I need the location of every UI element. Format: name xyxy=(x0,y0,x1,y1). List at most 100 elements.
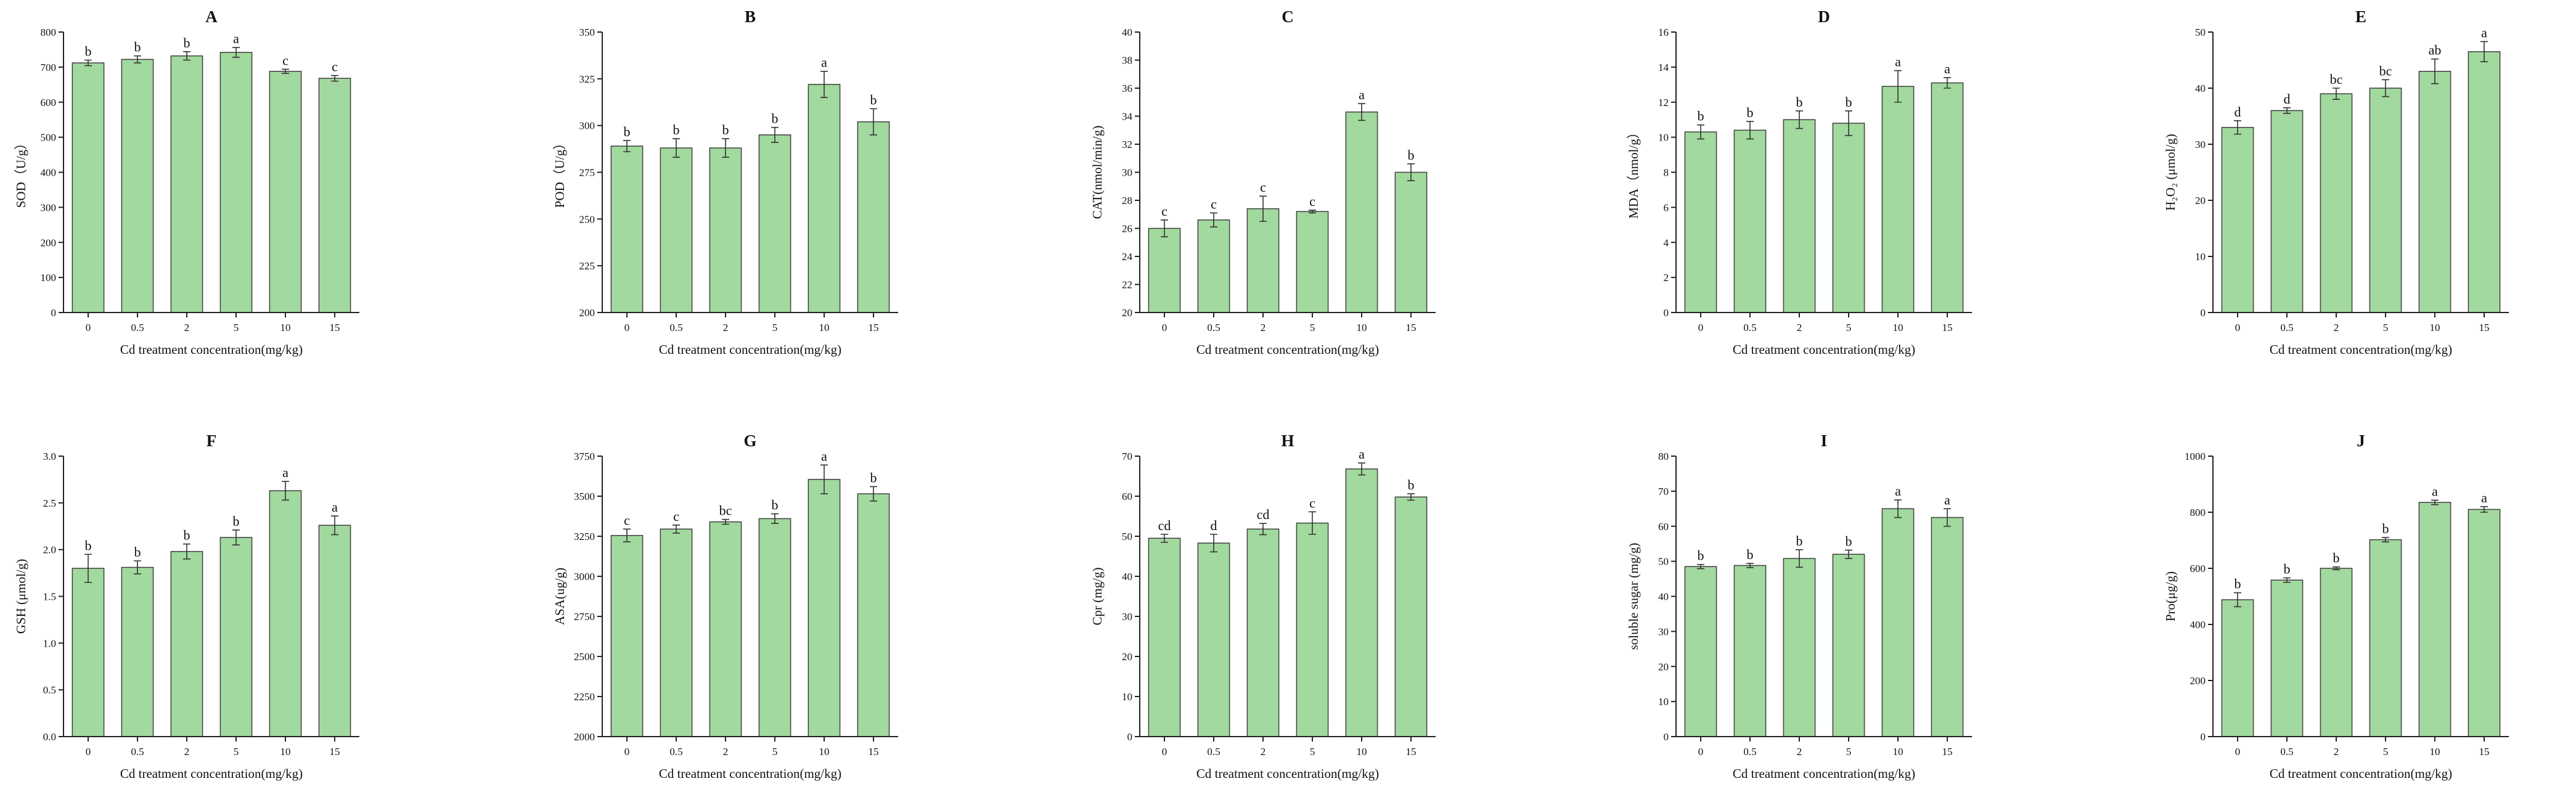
ytick-label-a-4: 400 xyxy=(41,167,57,179)
sig-letter-h-1: d xyxy=(1211,518,1217,533)
sig-letter-h-3: c xyxy=(1309,495,1315,510)
sig-letter-i-0: b xyxy=(1698,548,1704,563)
sig-letter-a-4: c xyxy=(282,52,288,68)
y-axis-title-b: POD（U/g） xyxy=(552,137,567,208)
y-axis-title-h: Cpr (mg/g) xyxy=(1090,568,1105,626)
ytick-label-i-3: 30 xyxy=(1658,626,1669,637)
bar-g-2 xyxy=(709,521,742,737)
ytick-label-j-5: 1000 xyxy=(2185,451,2206,462)
xtick-label-b-2: 2 xyxy=(723,322,729,333)
panel-title-h: H xyxy=(1281,431,1294,450)
bar-j-1 xyxy=(2270,579,2304,737)
chart-panel-d: Db b b b a a 0 2 4 6 8 10 12 14 16 0 0.5 2 5 10 15 Cd treatme… xyxy=(1626,7,1972,357)
bar-b-4 xyxy=(808,84,841,313)
ytick-label-e-4: 40 xyxy=(2195,83,2206,94)
axis-lines-g xyxy=(602,456,898,737)
sig-letter-c-4: a xyxy=(1359,87,1365,102)
ytick-label-h-1: 10 xyxy=(1122,691,1132,703)
sig-letter-c-5: b xyxy=(1408,147,1415,163)
error-bar-d-0 xyxy=(1697,124,1704,140)
bar-i-0 xyxy=(1684,566,1717,737)
x-axis-title-g: Cd treatment concentration(mg/kg) xyxy=(659,766,841,781)
sig-letter-e-0: d xyxy=(2235,104,2241,120)
error-bar-g-4 xyxy=(820,464,828,494)
bar-j-3 xyxy=(2369,539,2402,737)
error-bar-j-1 xyxy=(2283,577,2291,583)
error-bar-c-1 xyxy=(1210,212,1217,228)
ytick-label-a-5: 500 xyxy=(41,132,57,144)
error-bar-h-4 xyxy=(1358,462,1365,476)
axis-lines-j xyxy=(2212,456,2509,737)
panel-title-d: D xyxy=(1818,7,1830,26)
xtick-label-a-5: 15 xyxy=(330,322,340,333)
xtick-label-c-1: 0.5 xyxy=(1207,322,1220,333)
sig-letter-b-1: b xyxy=(673,122,680,137)
xtick-label-h-3: 5 xyxy=(1310,746,1315,758)
sig-letter-j-2: b xyxy=(2333,550,2340,566)
ytick-label-c-1: 22 xyxy=(1122,279,1132,291)
bar-f-2 xyxy=(170,550,203,737)
xtick-label-j-4: 10 xyxy=(2430,746,2440,758)
bar-c-0 xyxy=(1148,227,1181,313)
axis-lines-c xyxy=(1139,32,1436,313)
sig-letter-d-1: b xyxy=(1747,105,1754,120)
ytick-label-d-8: 16 xyxy=(1658,27,1669,38)
sig-letter-j-1: b xyxy=(2284,561,2291,576)
sig-letter-i-2: b xyxy=(1796,533,1803,549)
bar-a-5 xyxy=(318,78,351,313)
sig-letter-j-4: a xyxy=(2432,483,2438,499)
ytick-label-d-1: 2 xyxy=(1664,272,1669,284)
xtick-label-h-4: 10 xyxy=(1357,746,1367,758)
x-axis-title-e: Cd treatment concentration(mg/kg) xyxy=(2270,342,2452,357)
sig-letter-b-4: a xyxy=(821,55,827,70)
ytick-label-d-0: 0 xyxy=(1664,307,1669,319)
error-bar-j-0 xyxy=(2234,592,2241,608)
xtick-label-d-3: 5 xyxy=(1846,322,1852,333)
bar-e-5 xyxy=(2468,51,2501,313)
error-bar-h-1 xyxy=(1210,533,1217,553)
error-bar-g-0 xyxy=(623,528,631,542)
bar-f-4 xyxy=(269,490,302,737)
bar-f-1 xyxy=(121,566,154,737)
ytick-label-f-2: 1.0 xyxy=(43,637,56,649)
sig-letter-e-4: ab xyxy=(2429,43,2442,58)
sig-letter-c-2: c xyxy=(1260,179,1266,195)
ytick-label-c-5: 30 xyxy=(1122,167,1132,179)
sig-letter-e-1: d xyxy=(2284,91,2291,107)
ytick-label-b-4: 300 xyxy=(579,120,595,132)
ytick-label-d-6: 12 xyxy=(1658,97,1669,108)
xtick-label-g-3: 5 xyxy=(772,746,778,758)
ytick-label-g-4: 3000 xyxy=(574,571,595,582)
ytick-label-i-1: 10 xyxy=(1658,696,1669,708)
chart-panel-e: Ed d bc bc ab a 0 10 20 30 40 50 0 0.5 2 5 10 15 Cd treatm… xyxy=(2163,7,2509,357)
xtick-label-f-3: 5 xyxy=(234,746,239,758)
xtick-label-f-0: 0 xyxy=(86,746,91,758)
ytick-label-a-2: 200 xyxy=(41,237,57,248)
sig-letter-h-0: cd xyxy=(1158,518,1171,533)
bar-c-5 xyxy=(1394,171,1428,313)
error-bar-e-3 xyxy=(2382,79,2389,97)
sig-letter-g-0: c xyxy=(624,512,630,528)
error-bar-b-4 xyxy=(820,70,828,98)
error-bar-f-4 xyxy=(282,481,289,501)
ytick-label-b-6: 350 xyxy=(579,27,595,38)
ytick-label-c-2: 24 xyxy=(1122,251,1133,263)
chart-panel-f: Fb b b b a a 0.0 0.5 1.0 1.5 2.0 2.5 3.0 0 0.5 2 5 10 15 Cd… xyxy=(14,431,359,781)
bar-f-3 xyxy=(219,537,253,737)
ytick-label-f-1: 0.5 xyxy=(43,684,56,696)
panel-title-e: E xyxy=(2355,7,2366,26)
bar-f-0 xyxy=(72,568,105,737)
error-bar-b-2 xyxy=(722,138,729,158)
xtick-label-i-1: 0.5 xyxy=(1743,746,1756,758)
ytick-label-j-0: 0 xyxy=(2201,731,2206,743)
sig-letter-c-0: c xyxy=(1161,203,1167,219)
xtick-label-g-0: 0 xyxy=(624,746,630,758)
ytick-label-h-5: 50 xyxy=(1122,531,1132,542)
ytick-label-c-4: 28 xyxy=(1122,195,1132,206)
error-bar-d-3 xyxy=(1845,110,1852,136)
bar-b-0 xyxy=(610,145,644,313)
sig-letter-i-3: b xyxy=(1846,533,1852,549)
ytick-label-c-3: 26 xyxy=(1122,223,1132,235)
xtick-label-f-5: 15 xyxy=(330,746,340,758)
x-axis-title-i: Cd treatment concentration(mg/kg) xyxy=(1733,766,1915,781)
